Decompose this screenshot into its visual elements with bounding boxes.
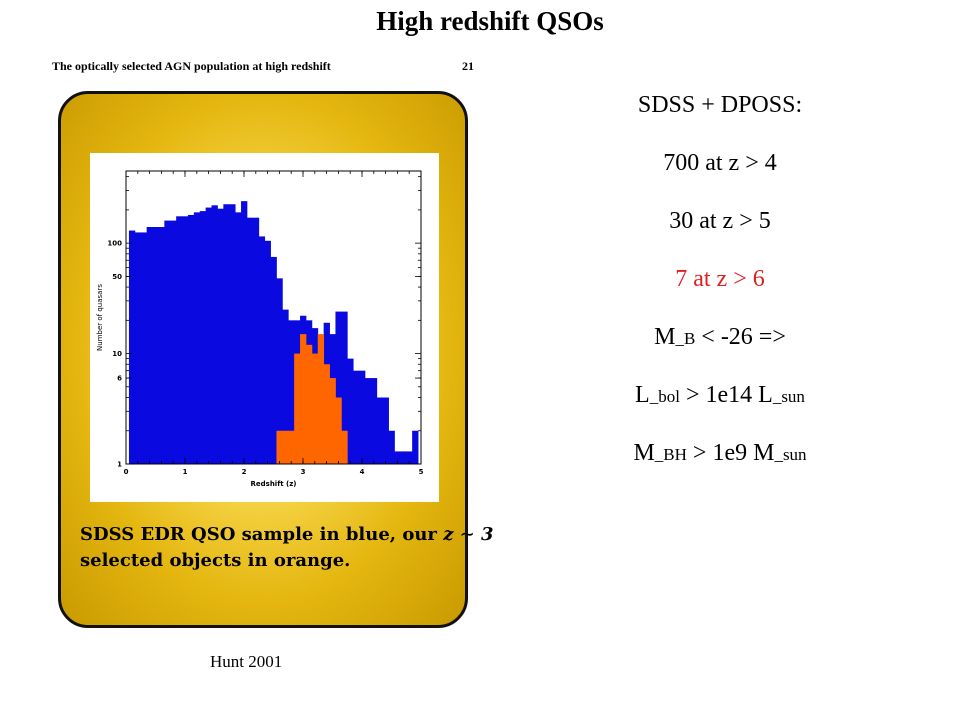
histogram-bar — [394, 451, 401, 464]
y-tick-label: 50 — [112, 273, 122, 281]
histogram-bar — [288, 430, 295, 464]
y-tick-label: 1 — [117, 461, 122, 469]
stat-z-gt-4: 700 at z > 4 — [663, 150, 777, 176]
stat-magnitude-rest: < -26 => — [695, 324, 786, 350]
figure-caption-line-1: SDSS EDR QSO sample in blue, our z ∼ 3 — [80, 524, 494, 545]
histogram-bar — [341, 430, 348, 464]
stat-survey: SDSS + DPOSS: — [637, 92, 803, 118]
histogram-bar — [282, 430, 289, 464]
histogram-bar — [193, 212, 201, 464]
plot-frame — [125, 170, 422, 465]
histogram-bar — [370, 378, 378, 464]
y-tick-label: 6 — [117, 375, 122, 383]
histogram-bar — [170, 220, 177, 464]
histogram-bar — [246, 217, 254, 464]
y-tick-label: 10 — [112, 350, 122, 358]
histogram-bar — [164, 220, 171, 464]
stat-bh-symbol: M — [633, 440, 655, 466]
histogram-bar — [335, 397, 342, 464]
histogram-bar — [205, 207, 212, 465]
histogram-bar — [347, 358, 354, 464]
histogram-bar — [134, 232, 142, 464]
stat-z-gt-6: 7 at z > 6 — [675, 266, 765, 292]
histogram-bar — [199, 211, 207, 464]
histogram-bar — [335, 311, 342, 464]
x-tick-label: 3 — [301, 468, 306, 476]
histogram-bar — [270, 256, 277, 464]
histogram-bar — [235, 212, 242, 464]
histogram-bar — [400, 451, 407, 464]
histogram-bar — [364, 378, 372, 464]
histogram-bar — [317, 334, 325, 464]
histogram-bar — [140, 232, 148, 464]
histogram-bar — [288, 320, 295, 464]
histogram-bar — [311, 353, 319, 464]
histogram-bar — [128, 230, 136, 464]
stat-black-hole-mass: M_BH > 1e9 M_sun — [520, 440, 920, 467]
stat-luminosity-subscript-2: _sun — [772, 387, 805, 406]
x-tick-label: 2 — [242, 468, 247, 476]
x-axis-label: Redshift (z) — [251, 480, 297, 488]
histogram-bar — [329, 378, 336, 464]
histogram-bar — [264, 240, 271, 464]
histogram-bar — [305, 344, 313, 464]
histogram-bar — [223, 204, 230, 465]
figure-caption-line-2: selected objects in orange. — [80, 550, 351, 571]
histogram-bar — [182, 216, 189, 464]
histogram-bar — [229, 204, 236, 465]
caption-math: z ∼ 3 — [443, 524, 494, 545]
x-tick-label: 1 — [183, 468, 188, 476]
histogram-bar — [241, 201, 248, 464]
histogram-bar — [376, 397, 384, 464]
histogram-bar — [152, 227, 159, 464]
citation: Hunt 2001 — [210, 652, 283, 671]
y-axis-label: Number of quasars — [96, 284, 104, 351]
histogram-panel: 0 1 2 3 4 5 1 6 10 50 100 Number of quasars Redshi… — [90, 153, 439, 502]
stat-magnitude: M_B < -26 => — [520, 324, 920, 351]
histogram-bar — [258, 236, 266, 464]
histogram-bar — [176, 216, 183, 464]
histogram-bar — [388, 430, 395, 464]
histogram-bar — [359, 370, 366, 464]
histogram-bar — [276, 278, 283, 464]
histogram-bar — [382, 397, 389, 464]
histogram-bar — [412, 430, 419, 464]
histogram-bar — [158, 227, 165, 464]
stat-magnitude-subscript: _B — [675, 329, 696, 348]
histogram-bar — [300, 334, 307, 464]
histogram-bar — [211, 205, 218, 464]
stat-z-gt-5: 30 at z > 5 — [669, 208, 771, 234]
stat-bh-subscript-2: _sun — [774, 445, 807, 464]
slide-title: High redshift QSOs — [376, 6, 604, 36]
histogram-bar — [294, 353, 301, 464]
histogram-bar — [341, 311, 348, 464]
histogram-bar — [282, 309, 289, 464]
histogram-bar — [217, 208, 224, 464]
stat-magnitude-symbol: M — [654, 324, 676, 350]
histogram-bar — [276, 430, 283, 464]
x-tick-label: 5 — [419, 468, 424, 476]
stat-luminosity: L_bol > 1e14 L_sun — [520, 382, 920, 409]
paper-header: The optically selected AGN population at… — [52, 59, 331, 73]
histogram-bar — [187, 214, 195, 464]
stat-bh-rest: > 1e9 M — [686, 440, 775, 466]
histogram-bar — [252, 217, 260, 464]
stat-luminosity-subscript: _bol — [649, 387, 680, 406]
histogram-bar — [146, 227, 153, 464]
histogram-bar — [323, 364, 330, 464]
x-tick-label: 4 — [360, 468, 365, 476]
histogram-bar — [406, 451, 413, 464]
stat-luminosity-symbol: L — [635, 382, 650, 408]
stat-bh-subscript: _BH — [654, 445, 687, 464]
histogram-bar — [353, 370, 360, 464]
caption-prefix: SDSS EDR QSO sample in blue, our — [80, 524, 444, 545]
stat-luminosity-rest: > 1e14 L — [679, 382, 773, 408]
paper-page-number: 21 — [462, 59, 474, 73]
y-tick-label: 100 — [107, 240, 122, 248]
x-tick-label: 0 — [124, 468, 129, 476]
